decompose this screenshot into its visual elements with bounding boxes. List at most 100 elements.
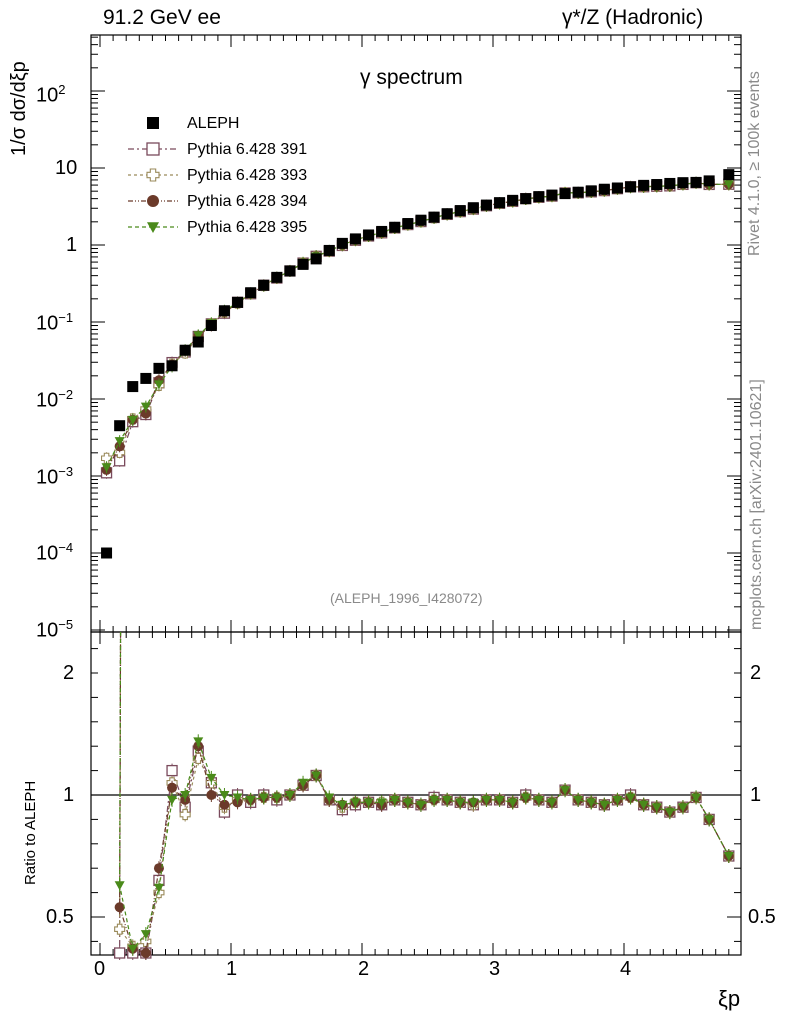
ratio-point	[638, 800, 649, 810]
reference-point	[467, 202, 479, 214]
ratio-point	[494, 795, 505, 805]
x-tick-label: 0	[94, 958, 106, 980]
reference-point	[245, 287, 257, 299]
ratio-point	[127, 944, 138, 954]
ratio-point	[206, 773, 217, 783]
ratio-point	[153, 863, 164, 874]
ratio-point	[193, 737, 204, 747]
reference-point	[572, 186, 584, 198]
reference-point	[520, 193, 532, 205]
ratio-point	[114, 923, 126, 935]
reference-point	[205, 320, 217, 332]
reference-point	[480, 199, 492, 211]
reference-point	[546, 189, 558, 201]
reference-point	[258, 279, 270, 291]
ratio-point	[481, 795, 492, 805]
ratio-point	[723, 852, 734, 861]
ratio-plot-frame	[90, 631, 742, 956]
ratio-point	[245, 795, 256, 805]
series-point	[114, 437, 125, 447]
left-title: 91.2 GeV ee	[103, 6, 221, 29]
series-point	[140, 402, 151, 412]
y-tick-label: 10−1	[36, 310, 74, 335]
series-point	[127, 415, 138, 425]
ratio-point	[140, 948, 151, 958]
reference-point	[651, 179, 663, 191]
reference-point	[723, 169, 735, 181]
reference-point	[127, 381, 139, 393]
reference-point	[232, 296, 244, 308]
ratio-point	[664, 808, 675, 818]
series-point	[193, 331, 204, 341]
ratio-point	[533, 795, 544, 805]
x-tick-label: 4	[620, 958, 632, 980]
reference-point	[703, 175, 715, 187]
plot-title: γ spectrum	[360, 66, 463, 89]
ratio-tick-label-right: 2	[750, 662, 762, 684]
ratio-axis-title: Ratio to ALEPH	[22, 780, 39, 885]
ratio-tick-label: 2	[63, 662, 75, 684]
reference-point	[428, 211, 440, 223]
ratio-point	[546, 798, 557, 808]
series-point	[723, 180, 734, 190]
y-tick-label: 10−2	[36, 387, 74, 412]
ratio-point	[153, 883, 164, 893]
ratio-point	[429, 795, 440, 805]
legend-label: ALEPH	[187, 115, 240, 132]
rivet-version-label: Rivet 4.1.0, ≥ 100k events	[746, 71, 763, 256]
ratio-point	[468, 798, 479, 808]
reference-point	[218, 305, 230, 317]
ratio-point	[415, 800, 426, 810]
ratio-point	[389, 795, 400, 805]
ratio-point	[232, 793, 243, 803]
reference-point	[690, 176, 702, 188]
reference-point	[284, 265, 296, 277]
ratio-point	[560, 786, 571, 796]
ratio-point	[350, 798, 361, 808]
reference-point	[441, 208, 453, 220]
ratio-point	[258, 793, 269, 803]
legend-label: Pythia 6.428 395	[187, 219, 308, 236]
reference-point	[179, 344, 191, 356]
y-tick-label: 10	[55, 157, 78, 179]
legend-marker-aleph	[147, 117, 159, 129]
ratio-series-line	[119, 631, 730, 951]
reference-point	[323, 244, 335, 256]
ratio-point	[284, 791, 295, 800]
ratio-point	[166, 764, 178, 777]
series-point	[140, 408, 151, 419]
x-tick-label: 3	[489, 958, 501, 980]
ratio-point	[114, 947, 126, 959]
reference-point	[349, 233, 361, 245]
ratio-point	[114, 902, 125, 913]
reference-point	[271, 271, 283, 283]
reference-point	[153, 362, 165, 374]
ratio-point	[520, 793, 531, 803]
ratio-tick-label: 0.5	[46, 906, 74, 928]
legend-marker	[146, 142, 160, 156]
legend-marker	[147, 222, 159, 233]
reference-point	[310, 253, 322, 265]
ratio-point	[363, 798, 374, 808]
legend-marker	[147, 195, 159, 207]
reference-point	[297, 258, 309, 270]
ratio-point	[651, 803, 662, 813]
ratio-point	[612, 795, 623, 805]
analysis-label: (ALEPH_1996_I428072)	[330, 590, 483, 606]
reference-point	[677, 177, 689, 189]
ratio-series-line	[119, 631, 730, 954]
mcplots-label: mcplots.cern.ch [arXiv:2401.10621]	[748, 379, 765, 630]
ratio-tick-label-right: 1	[750, 784, 762, 806]
x-tick-label: 1	[226, 958, 238, 980]
x-tick-label: 2	[358, 958, 370, 980]
ratio-point	[337, 800, 348, 810]
ratio-point	[376, 798, 387, 808]
reference-point	[559, 188, 571, 200]
ratio-point	[192, 752, 204, 764]
y-tick-label: 1	[66, 234, 78, 256]
reference-point	[192, 336, 204, 348]
series-point	[153, 380, 164, 390]
reference-point	[389, 221, 401, 233]
legend-label: Pythia 6.428 394	[187, 193, 308, 210]
